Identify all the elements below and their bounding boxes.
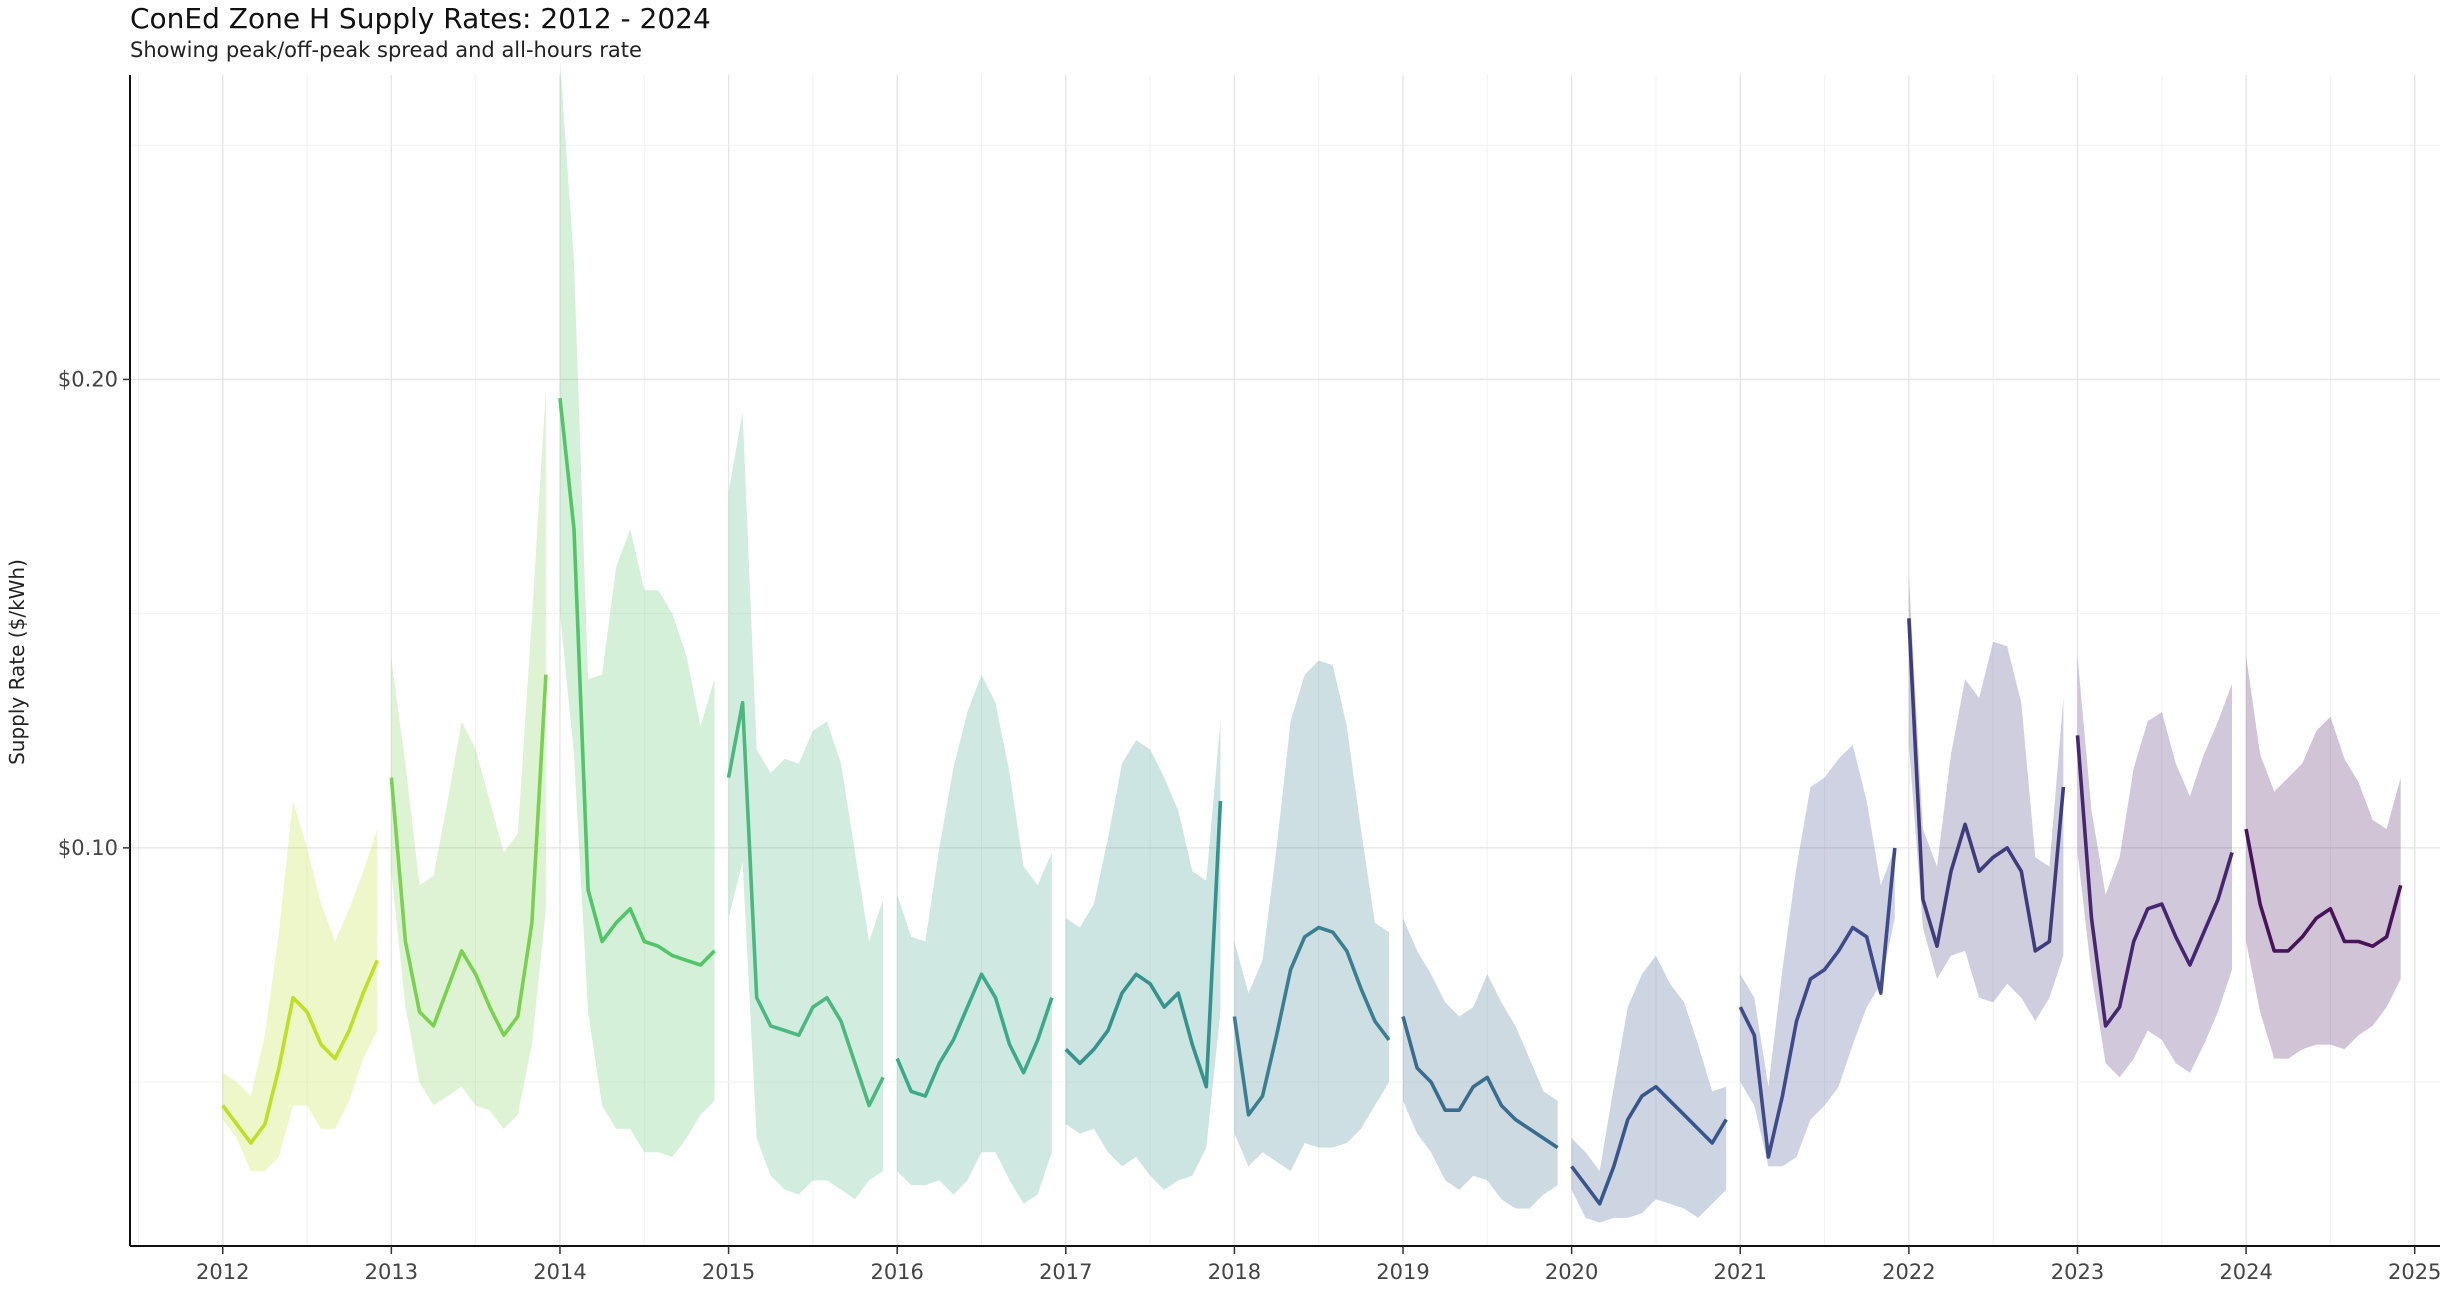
rate-line-2019: [1401, 1016, 1559, 1150]
x-tick-label: 2014: [533, 1260, 586, 1284]
x-tick-label: 2018: [1208, 1260, 1261, 1284]
spread-band-2017: [1065, 721, 1221, 1190]
x-tick-label: 2023: [2051, 1260, 2104, 1284]
x-tick-label: 2019: [1376, 1260, 1429, 1284]
rate-line-2022: [1907, 618, 2066, 953]
rate-line-2020: [1570, 1084, 1728, 1206]
x-tick-label: 2012: [196, 1260, 249, 1284]
y-axis-ticks: $0.10 $0.20: [58, 367, 130, 860]
rate-line-2024: [2244, 828, 2403, 953]
x-tick-label: 2021: [1714, 1260, 1767, 1284]
rate-line-2013: [389, 674, 548, 1037]
y-tick-label: $0.20: [58, 367, 118, 391]
spread-band-2014: [560, 60, 715, 1157]
x-tick-label: 2013: [365, 1260, 418, 1284]
rate-line-2017: [1064, 800, 1223, 1089]
rate-line-2014: [558, 398, 716, 967]
x-tick-label: 2022: [1882, 1260, 1935, 1284]
spread-band-2020: [1571, 955, 1727, 1223]
spread-band-2024: [2246, 655, 2401, 1059]
spread-band-2012: [222, 801, 378, 1172]
spread-band-2016: [897, 674, 1052, 1204]
rate-line-2021: [1738, 847, 1897, 1159]
chart-title: ConEd Zone H Supply Rates: 2012 - 2024: [130, 2, 711, 35]
x-tick-label: 2016: [870, 1260, 923, 1284]
spread-bands: [222, 60, 2401, 1223]
chart-subtitle: Showing peak/off-peak spread and all-hou…: [130, 38, 642, 62]
spread-band-2023: [2077, 655, 2232, 1078]
x-axis-ticks: 2012 2013 2014 2015 2016 2017 2018 2019 2020 2021…: [196, 1246, 2441, 1284]
y-axis-title: Supply Rate ($/kWh): [5, 559, 29, 765]
spread-band-2021: [1740, 744, 1895, 1167]
rate-line-2012: [221, 959, 379, 1145]
x-tick-label: 2024: [2219, 1260, 2272, 1284]
x-tick-label: 2020: [1545, 1260, 1598, 1284]
spread-band-2018: [1234, 660, 1389, 1172]
spread-band-2013: [391, 388, 546, 1129]
spread-band-2022: [1908, 576, 2064, 1022]
x-tick-label: 2017: [1039, 1260, 1092, 1284]
rate-lines: [221, 398, 2403, 1206]
rate-line-2016: [895, 972, 1054, 1098]
rate-line-2018: [1232, 925, 1391, 1117]
y-tick-label: $0.10: [58, 836, 118, 860]
rate-line-2023: [2075, 735, 2234, 1028]
grid: [130, 75, 2440, 1246]
x-tick-label: 2015: [702, 1260, 755, 1284]
spread-band-2019: [1403, 918, 1558, 1209]
spread-band-2015: [728, 412, 884, 1200]
axes: [129, 75, 2440, 1247]
x-tick-label: 2025: [2388, 1260, 2441, 1284]
rate-line-2015: [726, 700, 885, 1108]
